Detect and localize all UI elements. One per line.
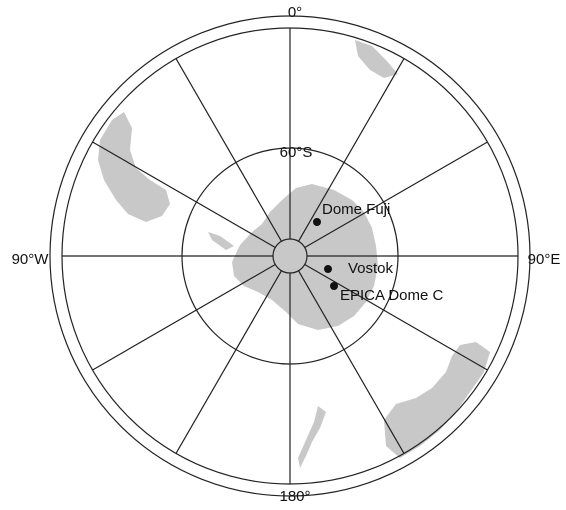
new-zealand xyxy=(298,406,326,468)
meridian-label: 90°W xyxy=(12,251,50,268)
meridian xyxy=(175,270,283,454)
parallel-label: 60°S xyxy=(280,144,313,161)
site-marker xyxy=(313,218,321,226)
south-america xyxy=(98,112,170,222)
meridian xyxy=(92,263,276,371)
meridian xyxy=(304,263,488,371)
site-marker xyxy=(330,282,338,290)
meridian xyxy=(175,58,283,242)
site-label: Vostok xyxy=(348,260,394,277)
africa xyxy=(355,40,398,78)
peninsula xyxy=(208,232,234,250)
meridian-label: 90°E xyxy=(528,251,561,268)
site-label: Dome Fuji xyxy=(322,201,390,218)
site-label: EPICA Dome C xyxy=(340,287,444,304)
site-marker xyxy=(324,265,332,273)
meridian-label: 0° xyxy=(288,4,302,21)
land xyxy=(98,40,490,468)
graticule xyxy=(49,15,531,497)
meridian-label: 180° xyxy=(279,488,310,505)
sites: Dome Fuji Vostok EPICA Dome C xyxy=(313,201,444,304)
australia xyxy=(384,342,490,458)
meridian xyxy=(297,270,405,454)
meridian xyxy=(297,58,405,242)
outer-circle xyxy=(49,15,531,497)
meridian xyxy=(304,141,488,249)
meridian xyxy=(92,141,276,249)
